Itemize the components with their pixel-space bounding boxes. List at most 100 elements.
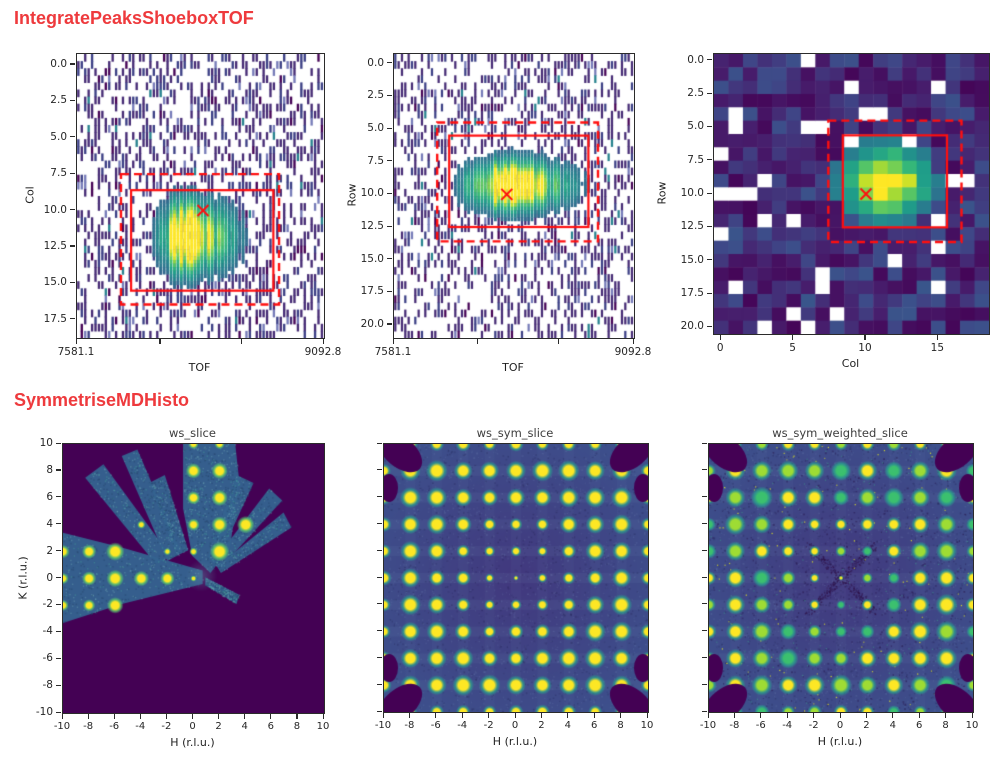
x-tick-mark bbox=[240, 339, 243, 344]
ws_sym_weighted_slice-heatmap bbox=[708, 443, 974, 713]
y-tick-mark bbox=[377, 683, 382, 685]
y-tick-mark bbox=[70, 318, 75, 320]
x-tick-mark bbox=[813, 713, 815, 718]
y-tick-mark bbox=[707, 325, 712, 328]
y-tick-label: 8 bbox=[46, 463, 53, 476]
ws_slice-heatmap bbox=[62, 443, 325, 714]
x-tick-mark bbox=[646, 713, 648, 718]
x-tick-mark bbox=[892, 713, 894, 718]
y-tick-label: -8 bbox=[42, 679, 53, 692]
y-tick-label: 4 bbox=[46, 517, 53, 530]
x-tick-label: -10 bbox=[53, 721, 71, 732]
x-tick-mark bbox=[87, 714, 89, 719]
x-axis-label: H (r.l.u.) bbox=[817, 735, 863, 748]
x-tick-label: 8 bbox=[617, 720, 624, 731]
y-tick-mark bbox=[387, 290, 392, 292]
y-tick-label: 0 bbox=[46, 571, 53, 584]
y-axis-label: K (r.l.u.) bbox=[16, 555, 30, 600]
x-tick-label: 8 bbox=[293, 721, 301, 732]
y-tick-mark bbox=[702, 630, 707, 632]
y-tick-mark bbox=[707, 159, 712, 161]
x-tick-mark bbox=[792, 335, 794, 340]
y-tick-mark bbox=[702, 549, 707, 551]
plot-row-vs-tof: Row TOF 0.0 2.5 5.0 7.5 10.0 12.5 15.0 17.5 20.0 75… bbox=[346, 53, 651, 374]
y-tick-mark bbox=[377, 442, 382, 444]
x-tick-mark bbox=[864, 335, 866, 340]
y-tick-mark bbox=[707, 192, 712, 194]
y-tick-label: 0.0 bbox=[50, 57, 67, 70]
peak-col-vs-tof-heatmap bbox=[76, 53, 325, 339]
y-tick-label: 2.5 bbox=[367, 89, 384, 102]
x-axis-label: H (r.l.u.) bbox=[170, 736, 215, 749]
y-tick-label: -6 bbox=[42, 652, 53, 665]
x-tick-label: 5 bbox=[789, 342, 796, 354]
x-tick-label: -6 bbox=[755, 720, 766, 731]
x-tick-label: 4 bbox=[889, 720, 896, 731]
x-tick-label: 0 bbox=[716, 342, 724, 354]
plot-title: ws_slice bbox=[169, 426, 216, 440]
x-tick-label: 10 bbox=[316, 721, 330, 732]
y-tick-label: 2 bbox=[46, 544, 53, 557]
y-tick-mark bbox=[387, 160, 392, 162]
x-tick-label: 0 bbox=[511, 720, 519, 731]
x-tick-mark bbox=[786, 713, 788, 718]
x-tick-mark bbox=[139, 714, 141, 719]
x-tick-mark bbox=[113, 714, 115, 719]
x-tick-mark bbox=[244, 714, 246, 719]
y-tick-label: 15.0 bbox=[360, 252, 384, 265]
y-tick-mark bbox=[702, 469, 707, 471]
y-tick-label: 5.0 bbox=[687, 120, 704, 133]
x-tick-label: -6 bbox=[430, 720, 441, 731]
y-tick-label: -2 bbox=[42, 598, 53, 611]
x-tick-label: -10 bbox=[374, 720, 392, 731]
y-tick-mark bbox=[377, 603, 382, 605]
y-tick-mark bbox=[70, 172, 75, 174]
y-tick-mark bbox=[387, 323, 392, 325]
x-tick-label: -2 bbox=[483, 720, 494, 731]
x-tick-mark bbox=[719, 335, 721, 340]
y-tick-label: 6 bbox=[46, 490, 53, 503]
x-tick-mark bbox=[61, 714, 63, 719]
y-tick-mark bbox=[70, 245, 75, 247]
x-tick-label: 7581.1 bbox=[57, 346, 95, 358]
x-tick-mark bbox=[408, 713, 411, 718]
x-tick-mark bbox=[945, 713, 947, 718]
y-tick-mark bbox=[56, 550, 61, 552]
y-tick-mark bbox=[387, 225, 392, 227]
y-tick-label: 15.0 bbox=[43, 276, 67, 289]
x-tick-label: -10 bbox=[699, 720, 717, 731]
x-tick-mark bbox=[476, 339, 478, 344]
section-heading-symmetrisemdhisto: SymmetriseMDHisto bbox=[14, 390, 190, 410]
y-tick-mark bbox=[387, 258, 392, 260]
x-tick-label: -2 bbox=[161, 721, 172, 732]
y-tick-mark bbox=[702, 442, 707, 444]
y-tick-mark bbox=[707, 59, 712, 61]
x-tick-label: 10 bbox=[640, 720, 654, 731]
y-tick-mark bbox=[377, 549, 382, 551]
x-tick-mark bbox=[296, 714, 298, 719]
y-tick-label: 17.5 bbox=[680, 287, 704, 299]
y-tick-mark bbox=[70, 99, 75, 102]
y-tick-mark bbox=[387, 62, 392, 64]
y-tick-label: 12.5 bbox=[43, 239, 67, 252]
x-tick-label: 6 bbox=[267, 721, 274, 732]
x-tick-mark bbox=[435, 713, 437, 718]
y-tick-mark bbox=[377, 522, 382, 525]
x-tick-mark bbox=[488, 713, 490, 718]
y-tick-label: 2.5 bbox=[687, 87, 704, 99]
y-tick-label: 20.0 bbox=[360, 317, 384, 330]
x-axis-label: H (r.l.u.) bbox=[492, 735, 538, 748]
x-tick-label: -4 bbox=[457, 720, 468, 731]
y-tick-label: 12.5 bbox=[680, 220, 704, 233]
x-tick-mark bbox=[159, 339, 161, 344]
x-tick-label: -8 bbox=[404, 720, 415, 731]
y-tick-label: 7.5 bbox=[367, 154, 384, 167]
x-tick-label: 2 bbox=[215, 721, 222, 732]
x-tick-label: -8 bbox=[729, 720, 740, 731]
x-tick-label: -6 bbox=[109, 721, 120, 732]
x-tick-mark bbox=[218, 714, 220, 719]
y-tick-mark bbox=[56, 684, 61, 686]
y-tick-mark bbox=[702, 603, 707, 605]
x-axis-label: TOF bbox=[188, 361, 211, 374]
plot-ws-slice: ws_slice K (r.l.u.) H (r.l.u.) -10 -8 -6 -4 -2 0… bbox=[17, 426, 330, 749]
